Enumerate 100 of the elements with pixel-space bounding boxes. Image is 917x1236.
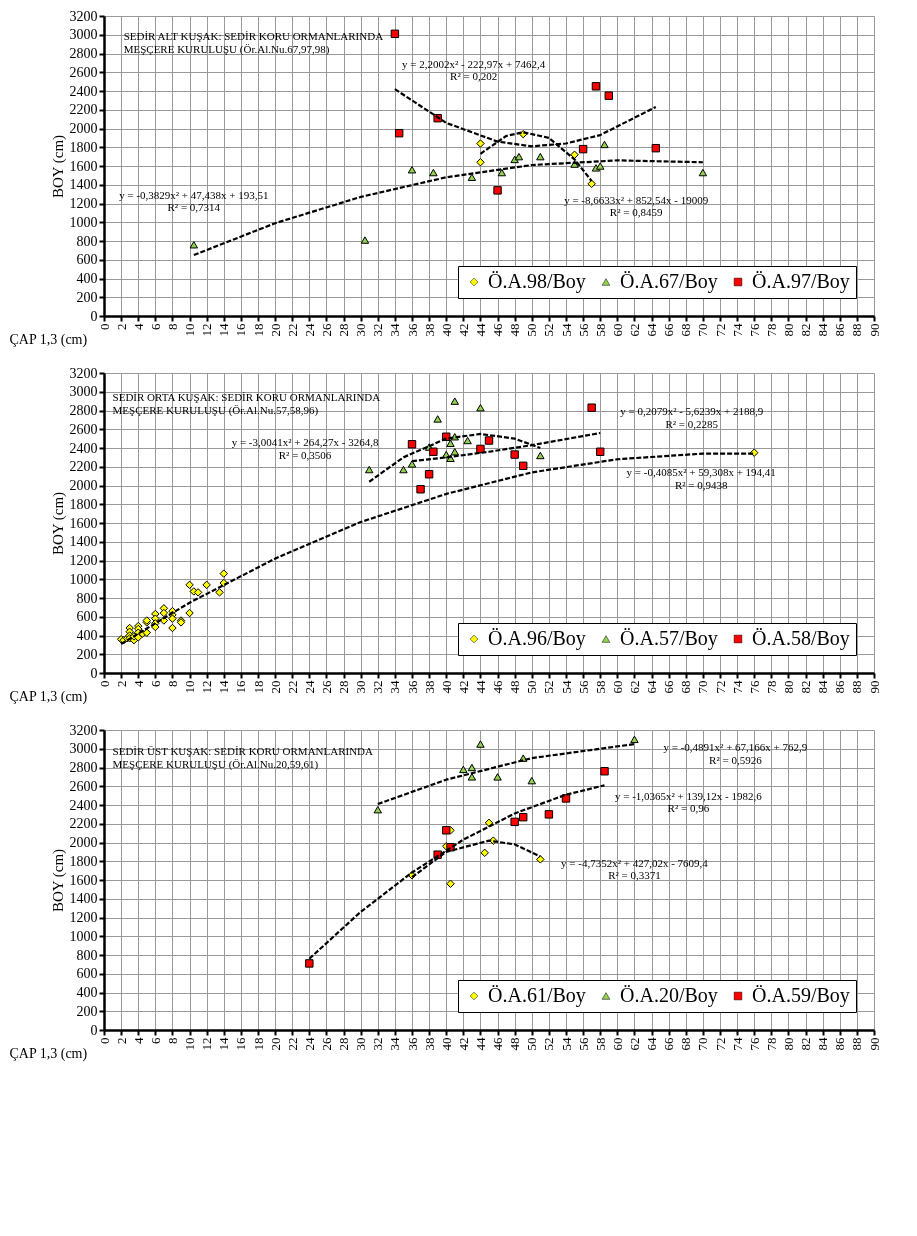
x-tick-label: 22 bbox=[284, 1037, 300, 1051]
x-tick-label: 80 bbox=[780, 680, 796, 694]
x-tick-label: 68 bbox=[678, 680, 694, 694]
x-tick-label: 52 bbox=[541, 323, 557, 337]
x-tick-label: 44 bbox=[472, 680, 488, 694]
y-tick-label: 2400 bbox=[69, 83, 98, 99]
x-tick-label: 64 bbox=[644, 1037, 660, 1051]
y-tick-label: 1400 bbox=[69, 177, 98, 193]
annotation: R² = 0,3371 bbox=[608, 868, 661, 881]
x-tick-label: 34 bbox=[387, 323, 403, 337]
y-tick-label: 400 bbox=[76, 271, 98, 286]
x-tick-label: 22 bbox=[284, 680, 300, 694]
x-tick-label: 82 bbox=[798, 323, 814, 337]
annotation: y = -1,0365x² + 139,12x - 1982,6 bbox=[614, 789, 763, 802]
y-tick-label: 1400 bbox=[69, 891, 98, 907]
y-tick-label: 2000 bbox=[69, 835, 98, 850]
x-tick-label: 44 bbox=[472, 323, 488, 337]
annotation: R² = 0,3506 bbox=[278, 448, 332, 461]
x-tick-label: 48 bbox=[507, 323, 523, 337]
x-tick-label: 34 bbox=[387, 1037, 403, 1051]
x-tick-label: 70 bbox=[695, 323, 711, 337]
x-tick-label: 44 bbox=[472, 1037, 488, 1051]
x-tick-label: 88 bbox=[849, 323, 865, 337]
annotation: y = -0,3829x² + 47,438x + 193,51 bbox=[119, 188, 269, 201]
x-tick-label: 8 bbox=[164, 1037, 180, 1044]
y-tick-label: 1400 bbox=[69, 534, 98, 550]
x-tick-label: 84 bbox=[815, 1037, 831, 1051]
x-tick-label: 56 bbox=[575, 680, 591, 694]
x-tick-label: 68 bbox=[678, 323, 694, 337]
x-tick-label: 8 bbox=[164, 323, 180, 330]
x-tick-label: 38 bbox=[421, 1037, 437, 1051]
x-tick-label: 58 bbox=[592, 1037, 608, 1051]
legend-label: Ö.A.59/Boy bbox=[752, 984, 850, 1007]
x-tick-label: 10 bbox=[182, 323, 198, 337]
x-axis-title: ÇAP 1,3 (cm) bbox=[9, 688, 88, 705]
text: SEDİR ÜST KUŞAK: SEDİR KORU ORMANLARINDA MEŞÇERE KURULUŞU (Ör.Al.Nu.20,59,61) bbox=[112, 744, 374, 771]
x-tick-label: 26 bbox=[318, 323, 334, 337]
x-tick-label: 0 bbox=[96, 1037, 112, 1044]
x-tick-label: 74 bbox=[729, 680, 745, 694]
y-tick-label: 800 bbox=[76, 947, 98, 963]
x-tick-label: 58 bbox=[592, 680, 608, 694]
y-tick-label: 2600 bbox=[69, 64, 98, 80]
x-tick-label: 56 bbox=[575, 1037, 591, 1051]
y-tick-label: 200 bbox=[76, 1003, 98, 1019]
x-tick-label: 38 bbox=[421, 680, 437, 694]
x-tick-label: 20 bbox=[267, 1037, 283, 1051]
x-tick-label: 62 bbox=[626, 680, 642, 694]
x-tick-label: 54 bbox=[558, 680, 574, 694]
annotation: y = -4,7352x² + 427,02x - 7609,4 bbox=[561, 857, 709, 870]
x-tick-label: 50 bbox=[524, 323, 540, 337]
x-tick-label: 18 bbox=[250, 1037, 266, 1051]
y-tick-label: 3200 bbox=[69, 8, 98, 24]
y-tick-label: 1600 bbox=[69, 158, 98, 174]
x-tick-label: 84 bbox=[815, 323, 831, 337]
x-tick-label: 88 bbox=[849, 1037, 865, 1051]
x-tick-label: 78 bbox=[763, 1037, 779, 1051]
x-tick-label: 0 bbox=[96, 680, 112, 687]
x-tick-label: 40 bbox=[438, 1037, 454, 1051]
x-tick-label: 36 bbox=[404, 323, 420, 337]
y-tick-label: 1800 bbox=[69, 496, 98, 512]
x-tick-label: 32 bbox=[370, 1037, 386, 1051]
text: SEDİR ORTA KUŞAK: SEDİR KORU ORMANLARINDA MEŞÇERE KURULUŞU (Ör.Al.Nu.57,58,96) bbox=[112, 390, 381, 417]
x-tick-label: 4 bbox=[130, 1037, 146, 1044]
x-tick-label: 90 bbox=[866, 1037, 882, 1051]
legend-label: Ö.A.96/Boy bbox=[488, 627, 586, 650]
y-tick-label: 2800 bbox=[69, 46, 98, 61]
x-tick-label: 36 bbox=[404, 1037, 420, 1051]
x-tick-label: 40 bbox=[438, 680, 454, 694]
x-tick-label: 64 bbox=[644, 323, 660, 337]
x-tick-label: 24 bbox=[301, 1037, 317, 1051]
x-tick-label: 10 bbox=[182, 1037, 198, 1051]
x-tick-label: 76 bbox=[746, 1037, 762, 1051]
x-tick-label: 4 bbox=[130, 323, 146, 330]
y-tick-label: 2600 bbox=[69, 421, 98, 437]
x-tick-label: 74 bbox=[729, 1037, 745, 1051]
legend-label: Ö.A.61/Boy bbox=[488, 984, 586, 1007]
x-tick-label: 46 bbox=[490, 323, 506, 337]
x-tick-label: 12 bbox=[199, 323, 215, 337]
x-tick-label: 66 bbox=[661, 323, 677, 337]
y-tick-label: 1200 bbox=[69, 553, 98, 568]
y-tick-label: 2800 bbox=[69, 403, 98, 418]
y-tick-label: 3000 bbox=[69, 741, 98, 757]
x-tick-label: 32 bbox=[370, 323, 386, 337]
annotation: R² = 0,7314 bbox=[167, 201, 221, 214]
x-tick-label: 6 bbox=[147, 680, 163, 687]
annotation: R² = 0,96 bbox=[667, 801, 710, 814]
legend-label: Ö.A.20/Boy bbox=[620, 984, 718, 1007]
x-tick-label: 30 bbox=[353, 1037, 369, 1051]
y-tick-label: 1200 bbox=[69, 196, 98, 211]
x-tick-label: 76 bbox=[746, 680, 762, 694]
annotation: R² = 0,9438 bbox=[674, 478, 728, 491]
legend-label: Ö.A.57/Boy bbox=[620, 627, 718, 650]
y-axis-title: BOY (cm) bbox=[49, 134, 67, 199]
x-tick-label: 2 bbox=[113, 1037, 129, 1044]
y-tick-label: 2200 bbox=[69, 102, 98, 118]
y-tick-label: 1000 bbox=[69, 214, 98, 230]
x-tick-label: 16 bbox=[233, 680, 249, 694]
x-tick-label: 28 bbox=[336, 323, 352, 337]
y-tick-label: 2800 bbox=[69, 760, 98, 775]
y-tick-label: 3200 bbox=[69, 722, 98, 738]
